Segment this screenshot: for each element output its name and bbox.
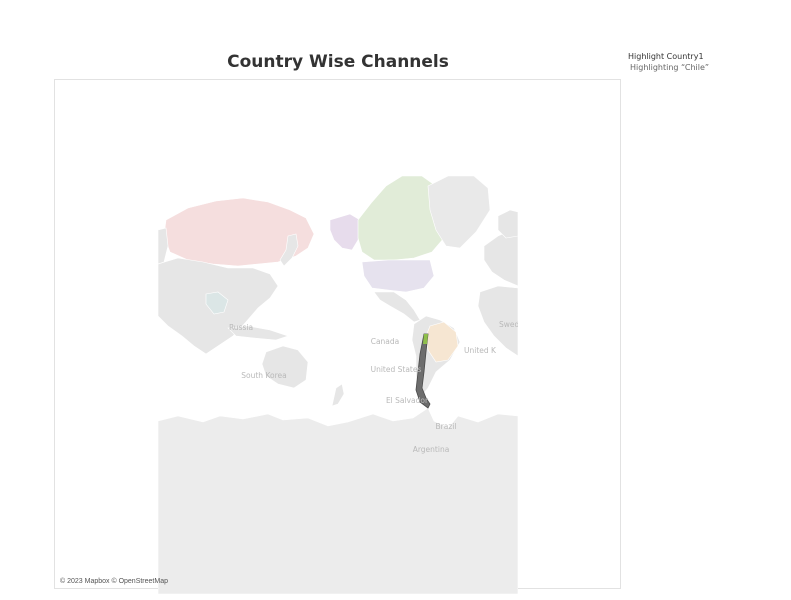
united-states-region — [361, 259, 435, 293]
label-united-states: United States — [371, 365, 422, 374]
greenland-region — [427, 176, 491, 249]
indonesia-region — [227, 325, 289, 341]
label-south-korea: South Korea — [241, 371, 286, 380]
africa-region — [477, 285, 518, 357]
highlight-panel[interactable]: Highlight Country1 Highlighting “Chile” — [628, 52, 709, 72]
new-zealand-region — [331, 383, 345, 407]
australia-region — [261, 345, 309, 389]
chile-accent — [423, 334, 428, 344]
europe-region — [483, 229, 518, 287]
russia-region — [163, 197, 315, 267]
label-russia: Russia — [229, 323, 253, 332]
alaska-region — [329, 213, 361, 251]
antarctica-region — [158, 407, 518, 594]
sweden-region — [497, 209, 518, 239]
highlight-value[interactable]: Highlighting “Chile” — [630, 63, 710, 72]
label-united-kingdom: United K — [464, 346, 497, 355]
label-canada: Canada — [371, 337, 400, 346]
se-asia-region — [205, 291, 229, 315]
west-edge-region — [158, 227, 169, 265]
mexico-region — [373, 291, 421, 323]
label-sweden: Swed — [499, 320, 518, 329]
label-brazil: Brazil — [436, 422, 457, 431]
map-container[interactable]: Russia South Korea Canada United States … — [54, 79, 621, 594]
map-attribution[interactable]: © 2023 Mapbox © OpenStreetMap — [60, 578, 168, 585]
highlight-title: Highlight Country1 — [628, 52, 704, 61]
chile-highlight[interactable] — [415, 333, 431, 409]
label-argentina: Argentina — [413, 445, 450, 454]
chart-title: Country Wise Channels — [227, 52, 449, 72]
label-el-salvador: El Salvador — [386, 396, 429, 405]
world-map[interactable]: Russia South Korea Canada United States … — [158, 176, 518, 594]
japan-region — [279, 233, 299, 267]
